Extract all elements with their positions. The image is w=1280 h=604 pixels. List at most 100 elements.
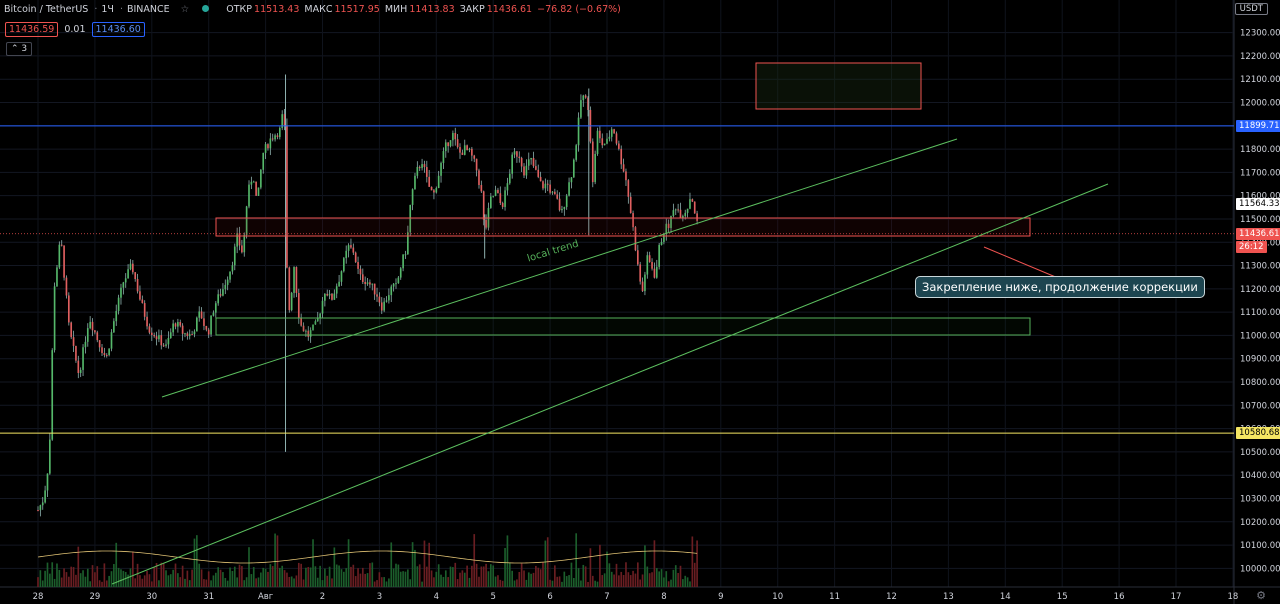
candle-body [305, 330, 307, 332]
candle-body [582, 95, 585, 101]
candle-body [108, 348, 110, 356]
price-axis-ticks: 12300.0012200.0012100.0012000.0011900.00… [1240, 29, 1280, 575]
candle-body [454, 132, 457, 140]
candle-body [224, 284, 227, 290]
volume-bar [679, 565, 682, 587]
favorite-star-icon[interactable]: ☆ [180, 4, 190, 15]
candle-body [399, 268, 402, 278]
time-tick-label: 18 [1227, 592, 1238, 602]
volume-bar [288, 576, 291, 587]
interval-label[interactable]: 1Ч [101, 4, 114, 15]
candle-body [575, 145, 578, 160]
callout-annotation[interactable]: Закрепление ниже, продолжение коррекции [915, 276, 1205, 298]
bid-button[interactable]: 11436.59 [5, 22, 59, 37]
candle-body [594, 153, 596, 183]
candle-body [193, 331, 196, 335]
volume-bar [91, 565, 94, 587]
candle-body [435, 188, 438, 193]
price-tick-label: 11700.00 [1240, 168, 1280, 178]
indicators-toggle[interactable]: ⌃ 3 [6, 42, 33, 56]
volume-bar [397, 564, 400, 587]
volume-bar [141, 578, 144, 587]
candle-body [693, 201, 696, 214]
candle-body [124, 278, 127, 283]
volume-bar [257, 577, 260, 587]
volume-bar [539, 569, 542, 587]
candle-body [577, 117, 580, 146]
candle-body [238, 233, 241, 246]
volume-bar [354, 576, 357, 587]
symbol-name[interactable]: Bitcoin / TetherUS [4, 4, 89, 15]
volume-bar [41, 580, 44, 587]
candle-body [79, 369, 82, 373]
price-tick-label: 12100.00 [1240, 75, 1280, 85]
volume-bar [499, 579, 502, 587]
candle-body [542, 181, 544, 189]
currency-badge[interactable]: USDT [1234, 3, 1268, 15]
candle-body [568, 182, 570, 196]
price-change: −76.82 (−0.67%) [537, 4, 621, 15]
time-tick-label: 14 [1000, 592, 1011, 602]
volume-bar [281, 565, 284, 587]
candle-body [663, 233, 665, 242]
volume-bar [582, 564, 585, 587]
gear-icon[interactable]: ⚙ [1256, 589, 1266, 602]
price-tick-label: 10400.00 [1240, 471, 1280, 481]
volume-bar [205, 579, 208, 587]
volume-bar [271, 566, 274, 587]
candle-body [679, 209, 682, 219]
candle-body [461, 152, 464, 155]
price-tick-label: 11300.00 [1240, 262, 1280, 272]
time-tick-label: 3 [377, 592, 382, 602]
volume-bar [409, 579, 412, 587]
candle-body [364, 281, 367, 285]
candle-body [113, 321, 115, 333]
candle-body [428, 176, 431, 187]
volume-bar [447, 577, 449, 587]
candle-body [618, 143, 620, 149]
volume-bar [655, 568, 658, 587]
time-tick-label: 7 [604, 592, 609, 602]
candle-body [169, 332, 172, 339]
volume-bar [357, 568, 359, 587]
candle-body [518, 156, 521, 159]
volume-bar [454, 562, 457, 587]
volume-bar [319, 565, 321, 587]
candle-body [295, 267, 298, 293]
volume-bar [433, 577, 435, 587]
candle-body [608, 136, 611, 139]
candle-body [53, 286, 56, 351]
candle-body [570, 177, 573, 183]
candle-body [188, 334, 191, 337]
volume-bar [385, 581, 388, 587]
volume-bar [338, 565, 340, 587]
candle-body [347, 245, 350, 251]
price-tick-label: 11600.00 [1240, 192, 1280, 202]
candle-body [449, 140, 452, 147]
candle-body [122, 282, 125, 288]
volume-bar [233, 566, 236, 587]
volume-bar [513, 580, 516, 587]
candle-body [60, 244, 63, 246]
volume-bar [340, 569, 343, 587]
candle-body [58, 244, 61, 268]
candle-body [98, 340, 101, 348]
ask-button[interactable]: 11436.60 [91, 22, 145, 37]
volume-bar [186, 570, 189, 587]
time-tick-label: 12 [886, 592, 897, 602]
volume-bar [347, 539, 350, 587]
volume-bar [200, 569, 203, 587]
volume-bar [58, 569, 61, 587]
candle-body [67, 295, 70, 323]
volume-bar [252, 567, 255, 587]
volume-bar [497, 575, 499, 587]
price-tick-label: 10800.00 [1240, 378, 1280, 388]
candle-body [200, 311, 203, 319]
volume-bar [373, 581, 376, 587]
candle-body [174, 323, 177, 327]
candle-body [520, 158, 523, 167]
volume-bar [527, 572, 530, 587]
candle-body [257, 187, 260, 196]
volume-bar [608, 563, 611, 587]
